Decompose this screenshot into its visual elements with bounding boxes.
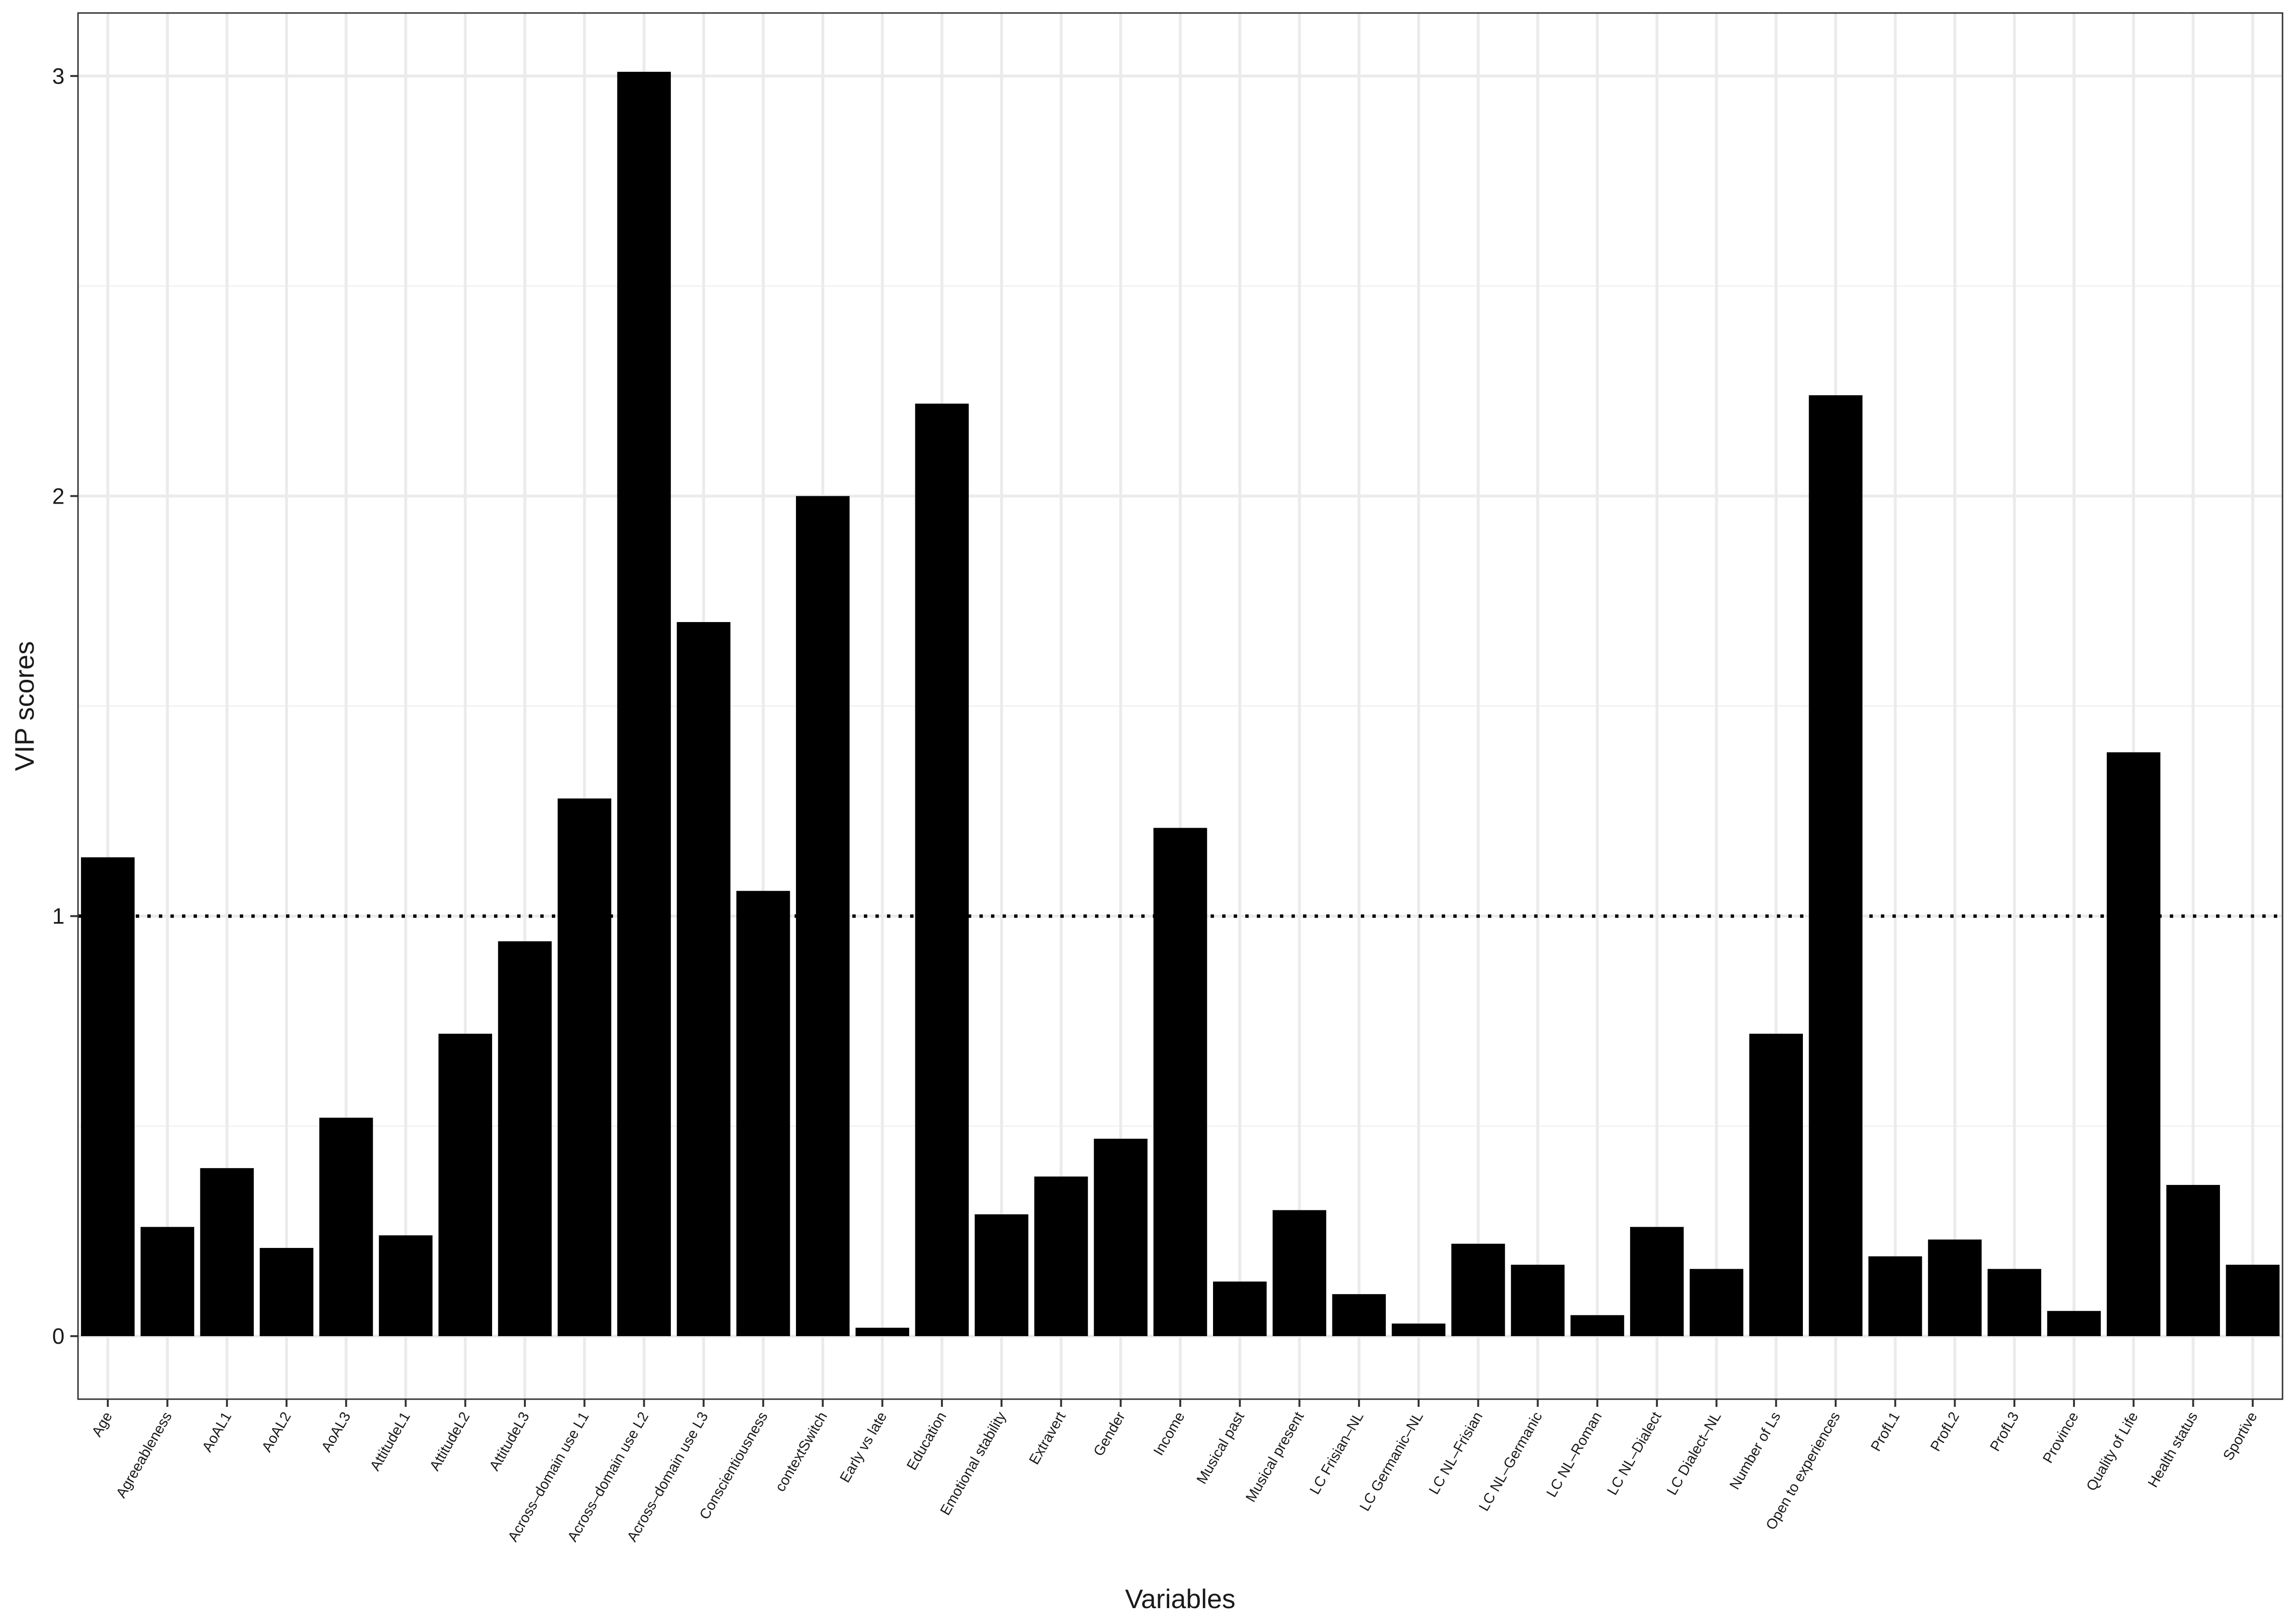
bar-34: [2047, 1311, 2101, 1337]
bar-5: [319, 1117, 373, 1337]
y-tick-label: 3: [52, 64, 65, 89]
bar-29: [1749, 1033, 1803, 1337]
bar-27: [1630, 1227, 1684, 1337]
bar-4: [260, 1247, 313, 1337]
bar-24: [1451, 1244, 1505, 1337]
y-tick-label: 0: [52, 1324, 65, 1349]
bars: [81, 72, 2280, 1337]
bar-16: [975, 1214, 1029, 1337]
bar-12: [736, 891, 790, 1337]
bar-35: [2106, 752, 2161, 1337]
bar-26: [1570, 1315, 1624, 1337]
bar-37: [2226, 1264, 2280, 1337]
bar-6: [378, 1235, 433, 1337]
bar-13: [796, 496, 850, 1337]
bar-1: [81, 857, 135, 1337]
bar-21: [1272, 1210, 1327, 1337]
bar-10: [617, 72, 671, 1337]
bar-3: [200, 1168, 254, 1337]
bar-9: [558, 798, 612, 1337]
bar-33: [1987, 1269, 2041, 1337]
bar-31: [1868, 1256, 1922, 1337]
bar-11: [677, 622, 731, 1337]
y-axis-title: VIP scores: [9, 641, 39, 771]
bar-15: [915, 403, 969, 1337]
bar-36: [2166, 1185, 2220, 1337]
bar-2: [140, 1227, 195, 1337]
bar-18: [1094, 1139, 1148, 1337]
bar-22: [1332, 1294, 1386, 1337]
bar-25: [1511, 1264, 1565, 1337]
bar-32: [1928, 1239, 1982, 1337]
bar-30: [1809, 395, 1863, 1337]
y-tick-label: 2: [52, 483, 65, 508]
bar-7: [438, 1033, 492, 1337]
bar-8: [498, 941, 552, 1337]
bar-28: [1689, 1269, 1744, 1337]
y-axis: 0 1 2 3: [52, 64, 78, 1349]
bar-19: [1153, 828, 1207, 1337]
y-tick-label: 1: [52, 904, 65, 929]
bar-20: [1213, 1281, 1267, 1337]
x-axis-title: Variables: [1125, 1584, 1235, 1614]
bar-23: [1392, 1323, 1446, 1337]
bar-17: [1034, 1176, 1088, 1337]
bar-14: [855, 1327, 910, 1337]
